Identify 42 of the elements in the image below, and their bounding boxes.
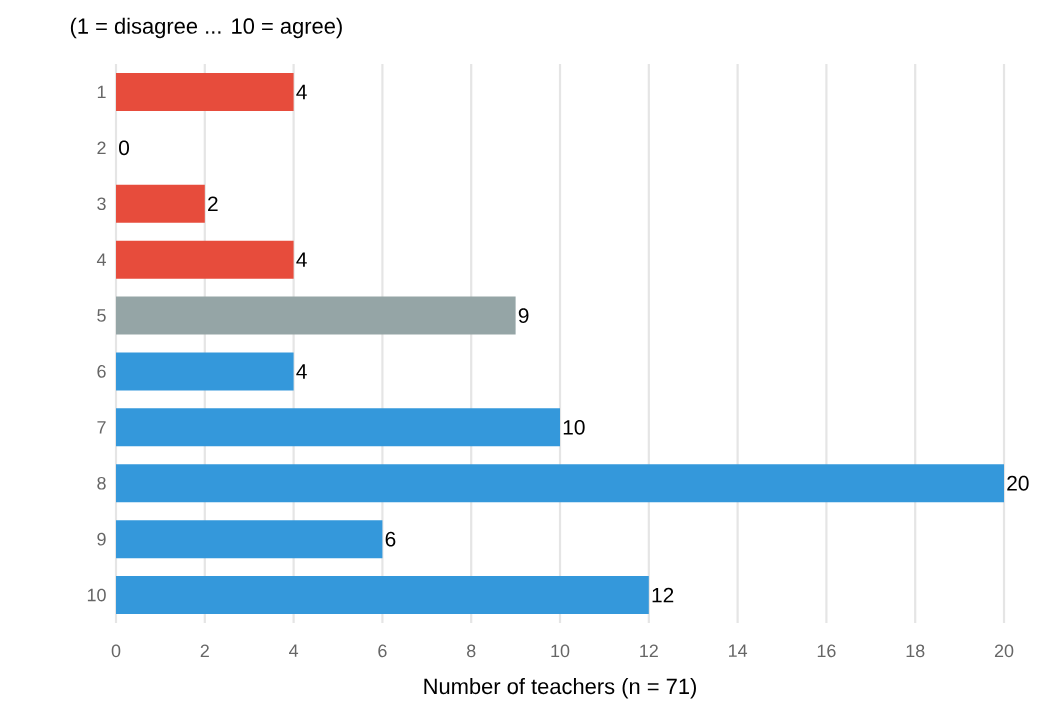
x-tick-label: 10 — [551, 644, 570, 658]
y-tick-label: 2 — [97, 141, 106, 155]
y-tick-label: 5 — [97, 309, 106, 322]
x-tick-label: 12 — [640, 644, 658, 658]
y-tick-label: 3 — [97, 197, 106, 211]
x-tick-label: 8 — [467, 644, 476, 658]
y-tick-label: 7 — [97, 421, 106, 434]
data-label: 4 — [296, 364, 307, 379]
bar — [116, 408, 561, 447]
bar — [116, 520, 383, 559]
x-tick-label: 16 — [817, 644, 836, 658]
data-label: 12 — [652, 587, 674, 603]
chart-title: (1 = disagree ... 10 = agree) — [70, 17, 342, 39]
bar — [116, 184, 205, 223]
data-label: 4 — [296, 252, 307, 267]
x-tick-label: 18 — [906, 644, 925, 658]
y-tick-label: 9 — [97, 532, 106, 546]
y-tick-label: 6 — [97, 365, 106, 378]
x-axis-title: Number of teachers (n = 71) — [424, 678, 696, 699]
y-tick-label: 1 — [97, 85, 106, 99]
x-tick-label: 4 — [289, 644, 299, 657]
data-label: 2 — [208, 196, 218, 212]
y-tick-label: 4 — [96, 253, 106, 266]
bar — [116, 576, 649, 615]
x-tick-label: 6 — [378, 644, 387, 658]
data-label: 20 — [1007, 475, 1029, 491]
data-label: 0 — [119, 140, 130, 156]
bar — [116, 240, 294, 279]
x-tick-label: 14 — [729, 644, 748, 657]
data-label: 9 — [518, 308, 529, 323]
x-tick-label: 0 — [111, 644, 121, 658]
x-tick-label: 2 — [200, 644, 209, 658]
data-label: 4 — [296, 84, 307, 100]
bar — [116, 464, 1005, 503]
x-tick-label: 20 — [994, 644, 1014, 658]
bar — [116, 72, 294, 111]
data-label: 10 — [563, 419, 585, 435]
y-tick-label: 8 — [97, 476, 106, 490]
bar — [116, 296, 516, 335]
data-label: 6 — [385, 531, 396, 547]
y-tick-label: 10 — [87, 588, 106, 602]
bar — [116, 352, 294, 391]
